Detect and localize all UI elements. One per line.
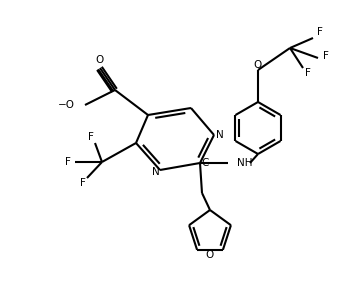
Text: O: O xyxy=(96,55,104,65)
Text: −O: −O xyxy=(58,100,75,110)
Text: F: F xyxy=(317,27,323,37)
Text: F: F xyxy=(88,132,94,142)
Text: C: C xyxy=(201,158,209,168)
Text: O: O xyxy=(206,250,214,260)
Text: F: F xyxy=(80,178,86,188)
Text: NH: NH xyxy=(237,158,252,168)
Text: F: F xyxy=(305,68,311,78)
Text: F: F xyxy=(323,51,329,61)
Text: N: N xyxy=(152,167,160,177)
Text: F: F xyxy=(65,157,71,167)
Text: N: N xyxy=(216,130,224,140)
Text: O: O xyxy=(254,60,262,70)
